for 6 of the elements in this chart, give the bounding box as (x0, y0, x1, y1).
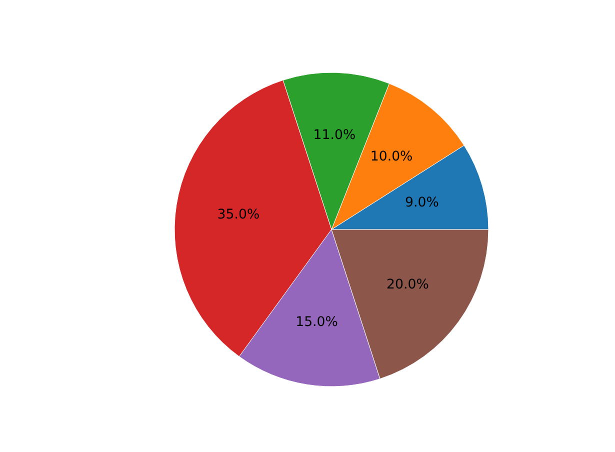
data-label: 35.0% (217, 207, 260, 222)
data-label: 10.0% (370, 149, 413, 164)
data-label: 15.0% (296, 315, 338, 330)
data-label: 9.0% (405, 196, 439, 211)
data-label: 20.0% (386, 277, 429, 292)
data-label: 11.0% (313, 128, 356, 143)
